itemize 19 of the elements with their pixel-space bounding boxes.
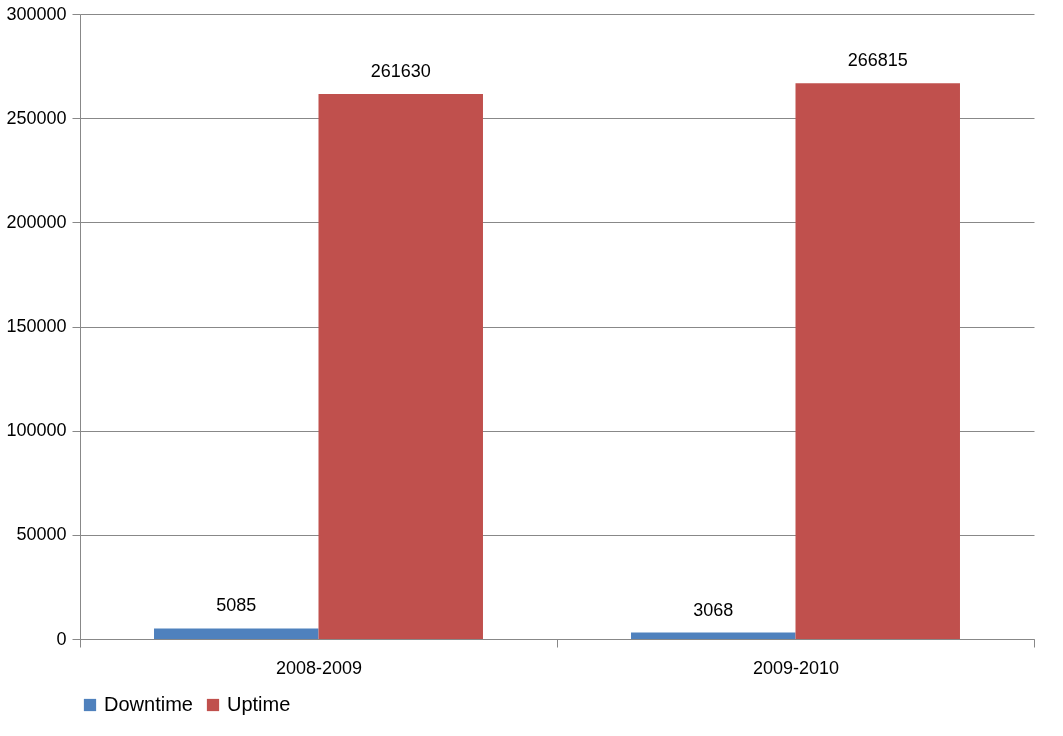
y-tick-label: 100000: [6, 420, 67, 441]
data-label: 266815: [847, 50, 908, 71]
legend-label: Uptime: [227, 693, 291, 715]
bar: [154, 628, 319, 639]
legend-label: Downtime: [104, 693, 193, 715]
y-tick-label: 0: [56, 628, 67, 649]
y-tick-label: 50000: [16, 524, 67, 545]
data-label: 3068: [693, 599, 734, 620]
bar: [318, 93, 483, 639]
y-tick-label: 300000: [6, 3, 67, 24]
y-tick-label: 200000: [6, 211, 67, 232]
data-label: 5085: [216, 595, 257, 616]
bar: [631, 632, 796, 639]
x-tick-label: 2009-2010: [752, 657, 840, 678]
y-tick-label: 250000: [6, 107, 67, 128]
y-tick-label: 150000: [6, 316, 67, 336]
bar: [795, 83, 960, 639]
data-label: 261630: [370, 60, 431, 81]
x-tick-label: 2008-2009: [275, 657, 363, 678]
